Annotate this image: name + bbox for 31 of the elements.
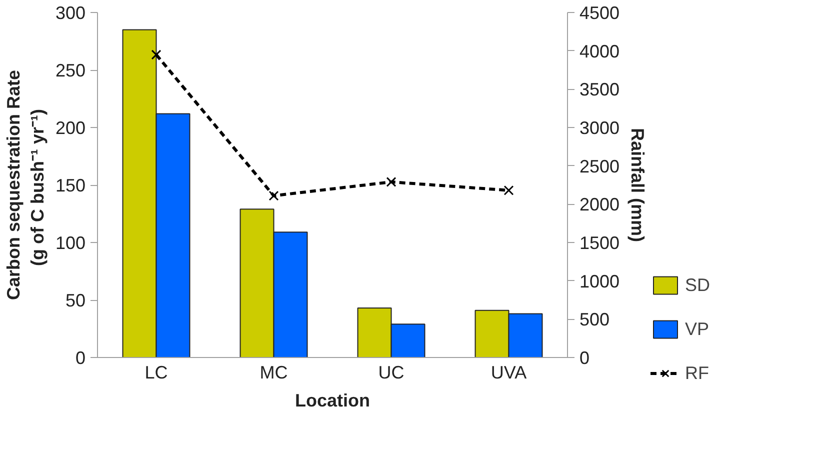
point <box>504 185 514 196</box>
y-tick-label: 50 <box>65 290 86 310</box>
x-tick-label: LC <box>144 362 168 382</box>
y2-tick-label: 3500 <box>580 80 620 100</box>
y2-tick-label: 1500 <box>580 233 620 253</box>
y2-tick-label: 0 <box>580 348 590 368</box>
x-tick-label: UVA <box>490 362 527 382</box>
legend-label: VP <box>685 318 710 340</box>
y2-tick-label: 4500 <box>580 3 620 23</box>
y-tick-label: 300 <box>55 3 86 23</box>
y-tick-label: 150 <box>55 176 86 196</box>
y-tick-label: 100 <box>55 233 86 253</box>
point <box>386 176 396 187</box>
y-tick-label: 250 <box>55 60 86 80</box>
y-axis-title: Carbon sequestration Rate (g of C bush⁻¹ yr⁻¹) <box>3 70 48 300</box>
point <box>268 190 279 201</box>
x-axis-title: Location <box>295 390 370 410</box>
y2-tick-label: 1000 <box>580 271 620 292</box>
y2-tick-label: 500 <box>580 310 610 330</box>
x-tick-label: UC <box>378 362 404 382</box>
point <box>151 50 162 60</box>
y-tick-label: 0 <box>75 348 86 368</box>
y-tick-label: 200 <box>55 118 86 138</box>
legend-label: SD <box>685 274 712 296</box>
y2-tick-label: 3000 <box>580 118 620 138</box>
y2-tick-label: 2500 <box>580 156 620 176</box>
y2-axis-title: Rainfall (mm) <box>628 128 648 242</box>
legend-label: RF <box>685 362 710 384</box>
y2-tick-label: 2000 <box>580 194 620 215</box>
x-tick-label: MC <box>260 362 288 382</box>
y2-tick-label: 4000 <box>580 41 620 62</box>
